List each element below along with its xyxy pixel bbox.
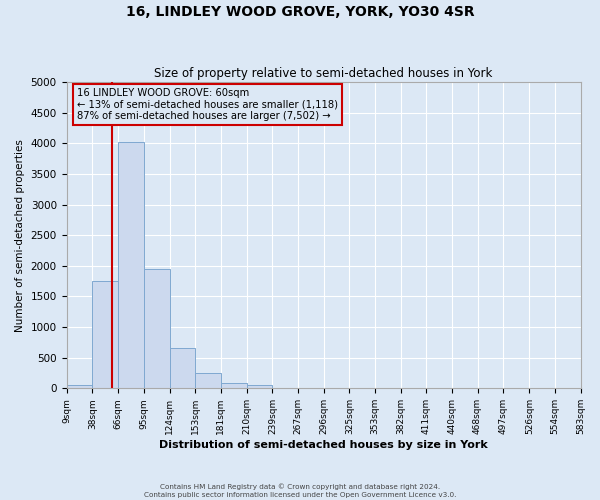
Bar <box>118 142 143 388</box>
Text: Contains HM Land Registry data © Crown copyright and database right 2024.
Contai: Contains HM Land Registry data © Crown c… <box>144 484 456 498</box>
Bar <box>221 384 247 388</box>
Bar <box>196 374 221 388</box>
X-axis label: Distribution of semi-detached houses by size in York: Distribution of semi-detached houses by … <box>159 440 488 450</box>
Title: Size of property relative to semi-detached houses in York: Size of property relative to semi-detach… <box>154 66 493 80</box>
Bar <box>92 281 118 388</box>
Y-axis label: Number of semi-detached properties: Number of semi-detached properties <box>15 139 25 332</box>
Bar <box>143 269 170 388</box>
Bar <box>170 348 196 389</box>
Text: 16 LINDLEY WOOD GROVE: 60sqm
← 13% of semi-detached houses are smaller (1,118)
8: 16 LINDLEY WOOD GROVE: 60sqm ← 13% of se… <box>77 88 338 122</box>
Text: 16, LINDLEY WOOD GROVE, YORK, YO30 4SR: 16, LINDLEY WOOD GROVE, YORK, YO30 4SR <box>125 5 475 19</box>
Bar <box>67 386 92 388</box>
Bar <box>247 385 272 388</box>
